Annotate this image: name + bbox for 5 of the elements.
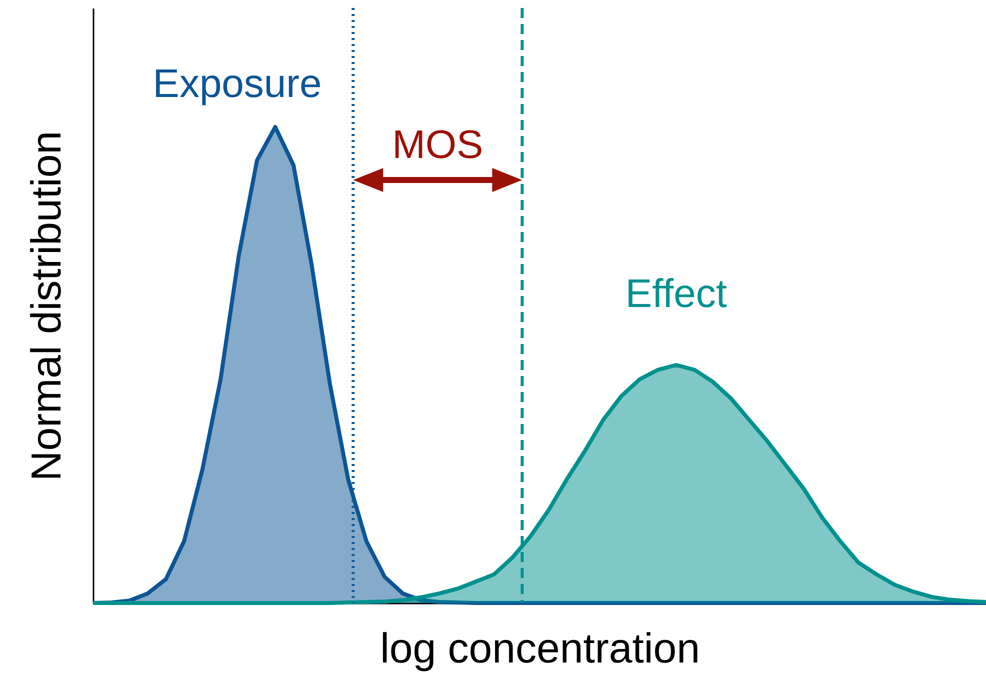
series-label: Exposure — [152, 62, 322, 106]
x-axis-title: log concentration — [380, 624, 700, 672]
annotation: MOS — [392, 123, 484, 167]
y-axis-title: Normal distribution — [22, 130, 70, 482]
series-label: Effect — [625, 272, 727, 316]
